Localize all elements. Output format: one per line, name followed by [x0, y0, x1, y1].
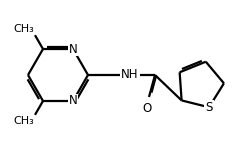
Text: CH₃: CH₃ — [13, 116, 34, 126]
Text: O: O — [142, 102, 152, 115]
Text: NH: NH — [121, 69, 139, 81]
Text: N: N — [69, 42, 77, 56]
Text: N: N — [69, 94, 77, 108]
Text: CH₃: CH₃ — [13, 24, 34, 34]
Text: S: S — [205, 101, 213, 114]
